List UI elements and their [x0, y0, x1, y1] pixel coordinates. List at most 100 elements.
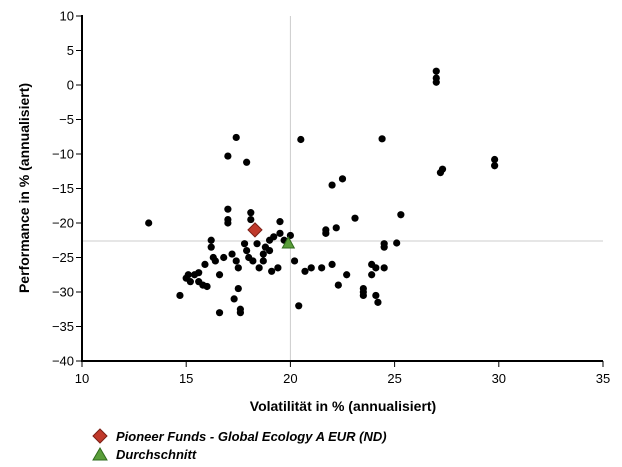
x-tick-label: 10	[75, 371, 89, 386]
scatter-point	[234, 284, 242, 293]
fund-point	[247, 222, 263, 238]
y-tick-label: −10	[52, 147, 74, 162]
scatter-point	[372, 264, 380, 272]
scatter-point	[224, 215, 232, 224]
scatter-point	[359, 291, 367, 300]
scatter-point	[249, 257, 257, 265]
scatter-point	[397, 211, 405, 219]
y-axis-ticks: 10 5 0 −5 −10 −15 −20 −25 −30 −35 −40	[52, 9, 82, 369]
scatter-point	[372, 291, 380, 300]
scatter-point	[259, 257, 267, 265]
scatter-point	[253, 240, 261, 248]
y-tick-label: −35	[52, 319, 74, 334]
scatter-point	[318, 264, 326, 272]
x-axis-title: Volatilität in % (annualisiert)	[250, 398, 436, 414]
scatter-point	[343, 271, 351, 279]
scatter-point	[195, 269, 203, 277]
scatter-point	[224, 205, 232, 213]
y-axis-title: Performance in % (annualisiert)	[16, 83, 32, 293]
scatter-point	[334, 281, 342, 289]
scatter-point	[243, 158, 251, 166]
scatter-point	[211, 257, 219, 265]
scatter-point	[240, 240, 249, 248]
scatter-point	[295, 302, 303, 310]
scatter-point	[184, 271, 192, 279]
scatter-point	[276, 218, 284, 226]
scatter-point	[145, 219, 153, 227]
green-triangle-icon	[92, 446, 108, 462]
x-tick-label: 15	[179, 371, 193, 386]
scatter-point	[378, 135, 386, 143]
legend-label-average: Durchschnitt	[116, 446, 197, 462]
scatter-point	[215, 271, 224, 279]
scatter-point	[186, 278, 194, 286]
y-tick-label: 10	[60, 9, 74, 24]
y-tick-label: 0	[67, 78, 74, 93]
legend-item-fund: Pioneer Funds - Global Ecology A EUR (ND…	[92, 427, 387, 445]
x-tick-label: 20	[283, 371, 297, 386]
average-point	[281, 235, 296, 249]
scatter-point	[332, 224, 340, 232]
y-tick-label: −40	[52, 354, 74, 369]
scatter-point	[290, 257, 299, 265]
scatter-point	[297, 135, 305, 144]
scatter-point	[274, 264, 282, 272]
scatter-point	[224, 152, 232, 160]
legend: Pioneer Funds - Global Ecology A EUR (ND…	[92, 427, 387, 463]
scatter-point	[393, 239, 401, 247]
scatter-point	[276, 229, 284, 237]
y-tick-label: −20	[52, 216, 74, 231]
y-tick-label: −5	[59, 112, 74, 127]
scatter-point	[328, 260, 336, 268]
scatter-point	[201, 260, 209, 268]
scatter-point	[380, 264, 388, 272]
y-tick-label: −15	[52, 181, 74, 196]
y-tick-label: −30	[52, 285, 74, 300]
scatter-point	[232, 257, 240, 265]
x-tick-label: 35	[596, 371, 610, 386]
scatter-point	[232, 133, 240, 142]
x-axis-ticks: 10 15 20 25 30 35	[75, 361, 610, 386]
scatter-point	[255, 264, 263, 272]
scatter-point	[220, 253, 228, 262]
scatter-point	[491, 155, 499, 164]
scatter-point	[322, 226, 330, 234]
scatter-point	[268, 267, 276, 275]
x-tick-label: 25	[387, 371, 401, 386]
scatter-point	[228, 250, 236, 258]
scatter-point	[234, 264, 242, 272]
scatter-point	[338, 175, 347, 183]
scatter-point	[351, 214, 359, 222]
scatter-point	[230, 295, 238, 303]
scatter-point	[215, 309, 224, 317]
scatter-point	[247, 209, 255, 217]
y-tick-label: 5	[67, 43, 74, 58]
y-tick-label: −25	[52, 250, 74, 265]
scatter-point	[368, 271, 376, 279]
scatter-point	[374, 298, 382, 306]
scatter-point	[438, 165, 447, 173]
legend-label-fund: Pioneer Funds - Global Ecology A EUR (ND…	[116, 428, 387, 444]
red-diamond-icon	[92, 428, 108, 444]
scatter-point	[176, 291, 184, 300]
scatter-point	[203, 282, 211, 291]
scatter-point	[432, 78, 440, 86]
scatter-point	[236, 309, 244, 317]
scatter-point	[247, 215, 255, 224]
scatter-point	[207, 236, 215, 244]
scatter-point	[432, 67, 440, 75]
scatter-point	[270, 233, 278, 241]
scatter-point	[265, 247, 274, 255]
scatter-point	[307, 264, 315, 272]
scatter-point	[259, 250, 267, 258]
scatter-point	[491, 162, 499, 170]
x-tick-label: 30	[492, 371, 506, 386]
scatter-point	[380, 243, 388, 251]
scatter-point	[328, 181, 336, 189]
scatter-point	[243, 247, 251, 255]
data-points	[145, 67, 499, 317]
legend-item-average: Durchschnitt	[92, 445, 387, 463]
scatter-point	[301, 267, 309, 275]
scatter-point	[207, 243, 215, 251]
